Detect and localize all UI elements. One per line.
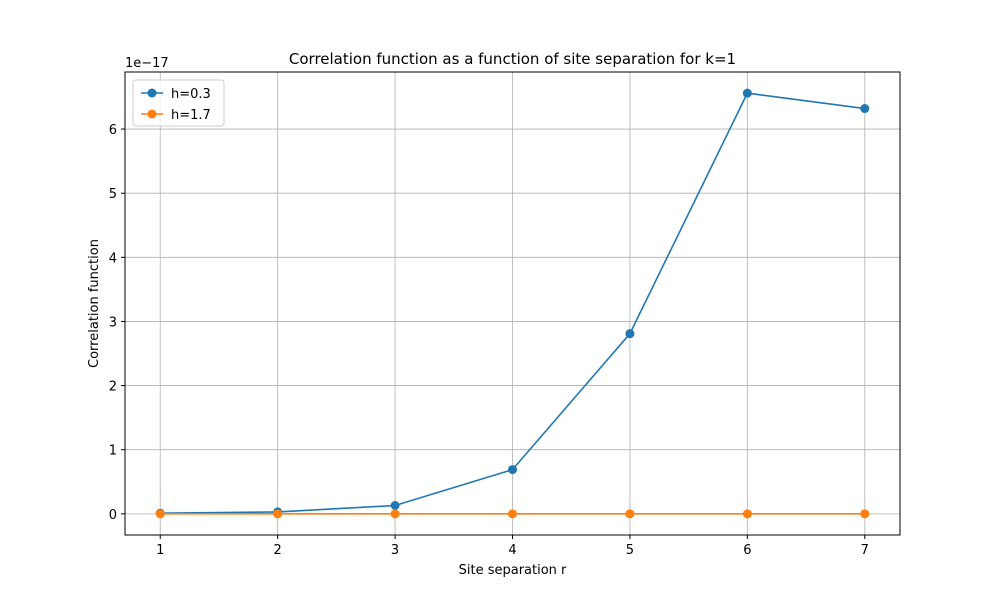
x-axis-label: Site separation r — [459, 563, 567, 578]
data-point — [273, 509, 283, 519]
y-tick-label: 6 — [109, 123, 117, 138]
x-tick-label: 2 — [274, 543, 282, 558]
series-2 — [155, 509, 870, 519]
x-tick-label: 7 — [861, 543, 869, 558]
y-axis-offset-label: 1e−17 — [125, 56, 169, 71]
legend-item: h=1.7 — [141, 108, 211, 123]
x-tick-label: 3 — [391, 543, 399, 558]
y-tick-label: 0 — [109, 508, 117, 523]
legend-item: h=0.3 — [141, 87, 211, 102]
data-point — [155, 509, 165, 519]
y-axis-label: Correlation function — [87, 239, 102, 368]
series-layer — [155, 88, 870, 519]
grid — [125, 72, 900, 535]
y-tick-label: 2 — [109, 380, 117, 395]
data-point — [625, 329, 635, 339]
data-point — [390, 501, 400, 511]
data-point — [508, 509, 517, 519]
data-point — [742, 509, 752, 519]
axis-ticks: 1 2 3 4 5 6 7 0 1 2 3 4 5 6 — [109, 123, 869, 558]
legend-label: h=1.7 — [171, 108, 211, 123]
y-tick-label: 5 — [109, 187, 117, 202]
legend-label: h=0.3 — [171, 87, 211, 102]
legend-marker — [147, 109, 157, 119]
x-tick-label: 4 — [508, 543, 516, 558]
data-point — [742, 88, 752, 98]
chart-title: Correlation function as a function of si… — [289, 50, 736, 68]
y-tick-label: 4 — [109, 251, 117, 266]
x-tick-label: 6 — [743, 543, 751, 558]
data-point — [625, 509, 635, 519]
y-tick-label: 1 — [109, 444, 117, 459]
legend: h=0.3 h=1.7 — [132, 79, 225, 127]
data-point — [860, 104, 870, 114]
data-point — [390, 509, 400, 519]
data-point — [508, 465, 517, 475]
x-tick-label: 5 — [626, 543, 634, 558]
x-tick-label: 1 — [156, 543, 164, 558]
data-point — [860, 509, 870, 519]
legend-marker — [147, 88, 157, 98]
y-tick-label: 3 — [109, 315, 117, 330]
